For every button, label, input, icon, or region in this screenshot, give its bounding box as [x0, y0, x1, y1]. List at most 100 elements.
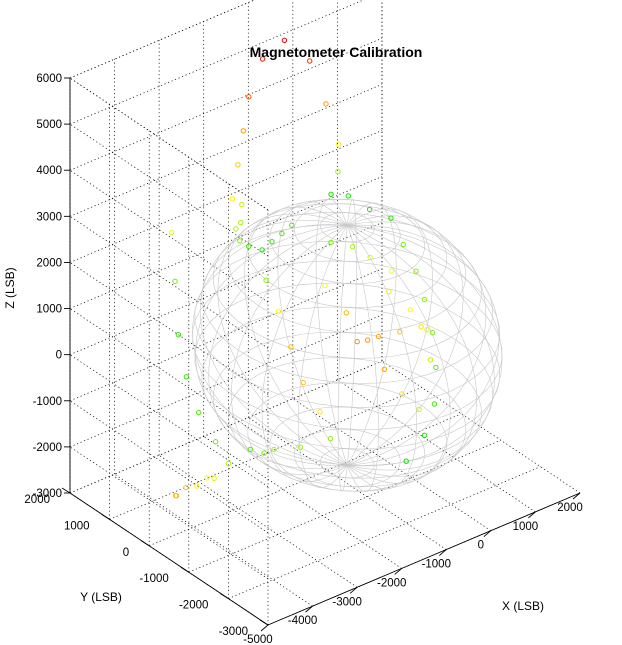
- data-point: [413, 268, 419, 274]
- data-point: [183, 484, 189, 491]
- z-tick-label: 5000: [36, 119, 62, 131]
- grid-line: [69, 0, 365, 125]
- grid-line: [69, 222, 383, 355]
- data-point: [343, 310, 349, 316]
- sphere-wire: [199, 220, 348, 466]
- data-point: [421, 296, 428, 303]
- data-point: [204, 475, 210, 481]
- data-point: [424, 327, 430, 333]
- data-point: [246, 94, 252, 100]
- data-point: [235, 162, 241, 168]
- data-point: [183, 374, 190, 380]
- data-point: [367, 254, 373, 261]
- data-point: [271, 446, 277, 453]
- data-point: [196, 409, 202, 416]
- sphere-wire: [337, 225, 348, 492]
- data-point: [403, 458, 409, 464]
- y-tick-label: 0: [123, 547, 129, 559]
- grid-line: [69, 130, 383, 263]
- y-tick: [61, 487, 71, 494]
- grid-line: [69, 0, 256, 79]
- data-point: [400, 241, 406, 248]
- data-point: [247, 446, 253, 453]
- data-point: [431, 401, 438, 407]
- data-point: [388, 268, 395, 274]
- data-point: [397, 329, 403, 335]
- grid-line: [188, 439, 501, 573]
- sphere-wire: [347, 225, 495, 471]
- data-point: [317, 409, 323, 415]
- grid-line: [69, 314, 383, 448]
- x-tick-label: -4000: [288, 615, 317, 627]
- data-point: [269, 239, 275, 245]
- grid-line: [69, 446, 269, 580]
- z-tick-label: 1000: [36, 304, 62, 316]
- data-point: [322, 282, 328, 289]
- grid-line: [69, 400, 269, 534]
- data-point: [407, 307, 413, 313]
- z-tick-label: 4000: [36, 165, 62, 177]
- axes-grid: [69, 0, 581, 626]
- x-tick: [483, 530, 492, 538]
- grid-line: [69, 268, 383, 402]
- sphere-wire: [347, 215, 464, 466]
- data-points: [168, 37, 439, 499]
- x-tick-label: -2000: [377, 577, 406, 589]
- y-tick-label: -1000: [139, 573, 168, 585]
- grid-line: [109, 387, 422, 520]
- x-tick-label: 2000: [557, 502, 583, 514]
- data-point: [297, 444, 303, 451]
- y-tick-label: 2000: [24, 494, 50, 506]
- sphere-wireframe: [192, 198, 503, 492]
- data-point: [225, 460, 232, 467]
- x-tick-label: 1000: [513, 521, 539, 533]
- data-point: [354, 338, 360, 345]
- x-tick: [572, 492, 581, 500]
- data-point: [345, 193, 351, 199]
- data-point: [418, 324, 424, 330]
- y-axis-line: [69, 492, 269, 626]
- x-tick-label: 0: [478, 540, 484, 552]
- sphere-wire: [347, 224, 500, 466]
- data-point: [212, 439, 219, 445]
- data-point: [399, 391, 405, 397]
- z-tick-label: -1000: [33, 396, 62, 408]
- x-tick-label: -5000: [243, 634, 272, 645]
- grid-line: [69, 216, 269, 349]
- y-tick-label: -2000: [179, 600, 208, 612]
- x-tick: [438, 549, 447, 556]
- data-point: [388, 215, 394, 221]
- data-point: [261, 450, 267, 456]
- sphere-wire: [298, 225, 348, 488]
- data-point: [288, 344, 294, 350]
- x-tick-label: -1000: [422, 559, 451, 571]
- grid-line: [292, 398, 492, 532]
- data-point: [289, 222, 295, 229]
- data-point: [429, 329, 436, 336]
- z-tick-label: -3000: [33, 488, 62, 500]
- x-tick: [528, 511, 536, 519]
- data-point: [233, 226, 239, 232]
- y-tick-label: 1000: [64, 520, 90, 532]
- data-point: [240, 128, 247, 134]
- grid-line: [149, 413, 462, 547]
- sphere-wire: [231, 225, 348, 476]
- z-tick-label: 2000: [36, 257, 62, 269]
- data-point: [275, 308, 282, 314]
- grid-line: [114, 473, 313, 607]
- y-tick: [140, 540, 150, 547]
- grid-line: [248, 417, 447, 550]
- grid-line: [69, 354, 269, 487]
- x-tick: [394, 568, 403, 575]
- grid-line: [228, 466, 541, 599]
- tick-labels: -5000-4000-3000-2000-1000010002000-3000-…: [24, 73, 582, 645]
- grid-line: [69, 308, 269, 441]
- x-axis-line: [267, 492, 581, 626]
- grid-line: [69, 84, 383, 217]
- data-point: [386, 288, 392, 295]
- data-point: [281, 37, 288, 43]
- z-tick-label: -2000: [33, 442, 62, 454]
- data-point: [168, 230, 175, 236]
- sphere-wire: [228, 203, 467, 334]
